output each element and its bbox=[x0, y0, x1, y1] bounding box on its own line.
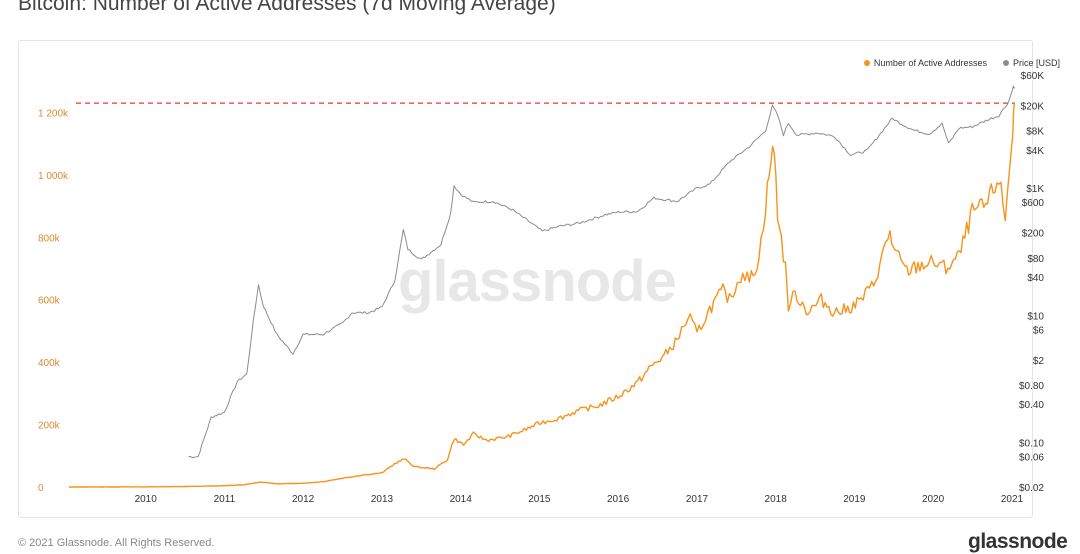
x-tick-label: 2019 bbox=[843, 494, 866, 505]
chart-frame bbox=[18, 40, 1033, 518]
x-tick-label: 2017 bbox=[686, 494, 709, 505]
right-axis-tick-label: $2 bbox=[1033, 356, 1045, 367]
chart-legend: Number of Active Addresses Price [USD] bbox=[863, 58, 1060, 68]
legend-label-price: Price [USD] bbox=[1012, 58, 1060, 68]
left-axis-tick-label: 1 000k bbox=[38, 171, 69, 182]
series-line-price bbox=[188, 85, 1016, 459]
x-tick-label: 2021 bbox=[1001, 494, 1024, 505]
x-tick-label: 2012 bbox=[292, 494, 315, 505]
x-tick-label: 2011 bbox=[214, 494, 236, 505]
legend-item-price[interactable]: Price [USD] bbox=[1002, 58, 1060, 68]
right-axis-tick-label: $0.02 bbox=[1019, 483, 1044, 494]
right-axis-tick-label: $6 bbox=[1033, 325, 1045, 336]
x-tick-label: 2014 bbox=[450, 494, 473, 505]
left-axis-tick-label: 400k bbox=[38, 358, 61, 369]
watermark: glassnode bbox=[398, 249, 677, 314]
legend-item-active-addresses[interactable]: Number of Active Addresses bbox=[863, 58, 987, 68]
right-axis-tick-label: $1K bbox=[1026, 184, 1044, 195]
footer-copyright: © 2021 Glassnode. All Rights Reserved. bbox=[18, 537, 215, 549]
right-axis-tick-label: $8K bbox=[1026, 127, 1044, 138]
x-tick-label: 2020 bbox=[922, 494, 945, 505]
left-axis-tick-label: 600k bbox=[38, 296, 61, 307]
x-tick-label: 2010 bbox=[135, 494, 158, 505]
x-tick-label: 2016 bbox=[607, 494, 630, 505]
x-tick-label: 2013 bbox=[371, 494, 394, 505]
right-axis-tick-label: $20K bbox=[1021, 101, 1045, 112]
right-axis-tick-label: $600 bbox=[1022, 198, 1045, 209]
left-axis-tick-label: 800k bbox=[38, 233, 61, 244]
right-axis-tick-label: $4K bbox=[1026, 146, 1044, 157]
right-axis-tick-label: $10 bbox=[1027, 311, 1044, 322]
left-axis-tick-label: 200k bbox=[38, 421, 61, 432]
right-axis-tick-label: $0.10 bbox=[1019, 439, 1044, 450]
chart-title: Bitcoin: Number of Active Addresses (7d … bbox=[18, 0, 556, 15]
right-axis-tick-label: $0.80 bbox=[1019, 381, 1044, 392]
left-axis-tick-label: 1 200k bbox=[38, 108, 69, 119]
right-axis-tick-label: $0.06 bbox=[1019, 453, 1044, 464]
legend-swatch-active-addresses bbox=[863, 60, 870, 66]
right-axis-tick-label: $0.40 bbox=[1019, 400, 1044, 411]
x-tick-label: 2018 bbox=[765, 494, 788, 505]
right-axis-tick-label: $60K bbox=[1021, 71, 1045, 82]
right-axis-tick-label: $80 bbox=[1027, 254, 1044, 265]
right-axis-tick-label: $200 bbox=[1022, 229, 1045, 240]
footer-logo[interactable]: glassnode bbox=[968, 530, 1068, 553]
legend-swatch-price bbox=[1002, 60, 1009, 66]
x-tick-label: 2015 bbox=[528, 494, 551, 505]
series-line-active-addresses bbox=[68, 103, 1016, 488]
left-axis-tick-label: 0 bbox=[38, 483, 44, 494]
right-axis-tick-label: $40 bbox=[1027, 273, 1044, 284]
legend-label-active-addresses: Number of Active Addresses bbox=[873, 58, 987, 68]
